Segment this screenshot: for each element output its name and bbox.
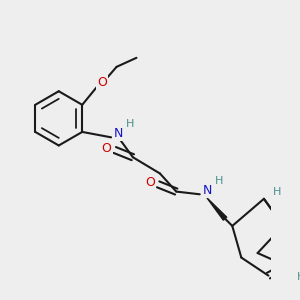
Text: O: O — [102, 142, 112, 155]
Text: H: H — [126, 119, 134, 129]
Text: O: O — [145, 176, 155, 189]
Text: H: H — [272, 187, 281, 196]
Text: N: N — [202, 184, 212, 197]
Text: H: H — [297, 272, 300, 281]
Text: N: N — [114, 127, 123, 140]
Text: H: H — [214, 176, 223, 186]
Text: O: O — [97, 76, 107, 89]
Polygon shape — [207, 198, 227, 220]
